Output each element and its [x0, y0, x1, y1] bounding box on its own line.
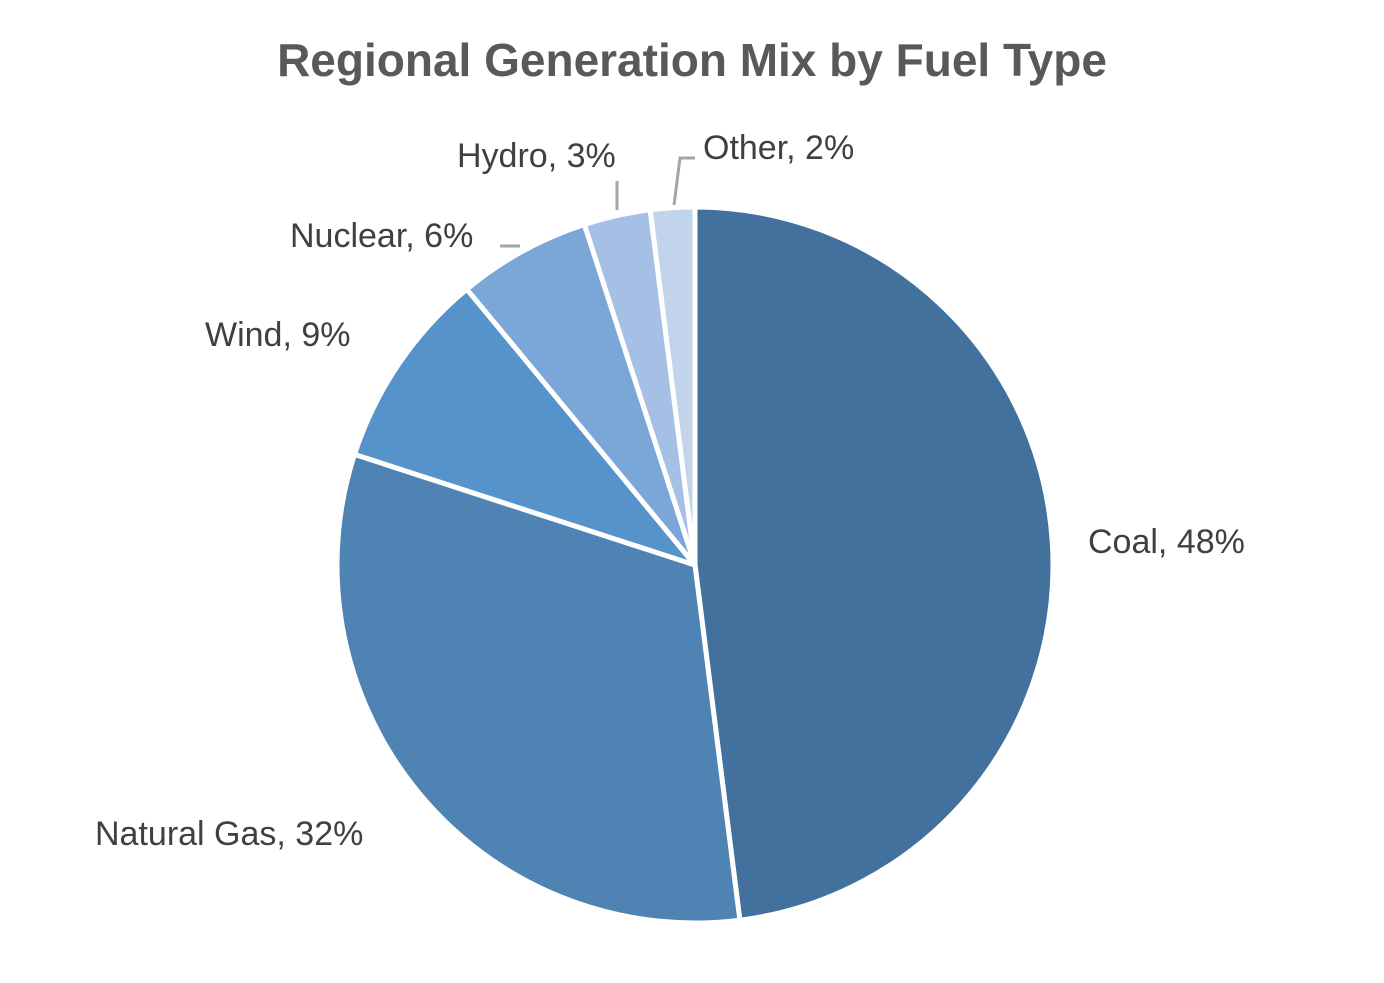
pie-slice-nuclear: [464, 222, 698, 568]
chart-title: Regional Generation Mix by Fuel Type: [277, 34, 1107, 86]
slices-layer: [334, 204, 1056, 926]
data-label-other: Other, 2%: [703, 129, 854, 167]
data-label-coal: Coal, 48%: [1088, 523, 1245, 561]
leader-line-other: [672, 156, 695, 206]
pie-slice-natural-gas: [334, 451, 743, 926]
data-label-wind: Wind, 9%: [205, 316, 351, 354]
pie-slice-coal: [692, 204, 1056, 923]
data-label-hydro: Hydro, 3%: [457, 137, 616, 175]
pie-slice-other: [647, 204, 698, 568]
pie-slice-wind: [352, 286, 698, 568]
data-label-natural-gas: Natural Gas, 32%: [95, 815, 363, 853]
data-label-nuclear: Nuclear, 6%: [290, 217, 473, 255]
leader-lines-layer: [500, 156, 695, 248]
labels-layer: Coal, 48% Natural Gas, 32% Wind, 9% Nuclear…: [95, 129, 1245, 853]
